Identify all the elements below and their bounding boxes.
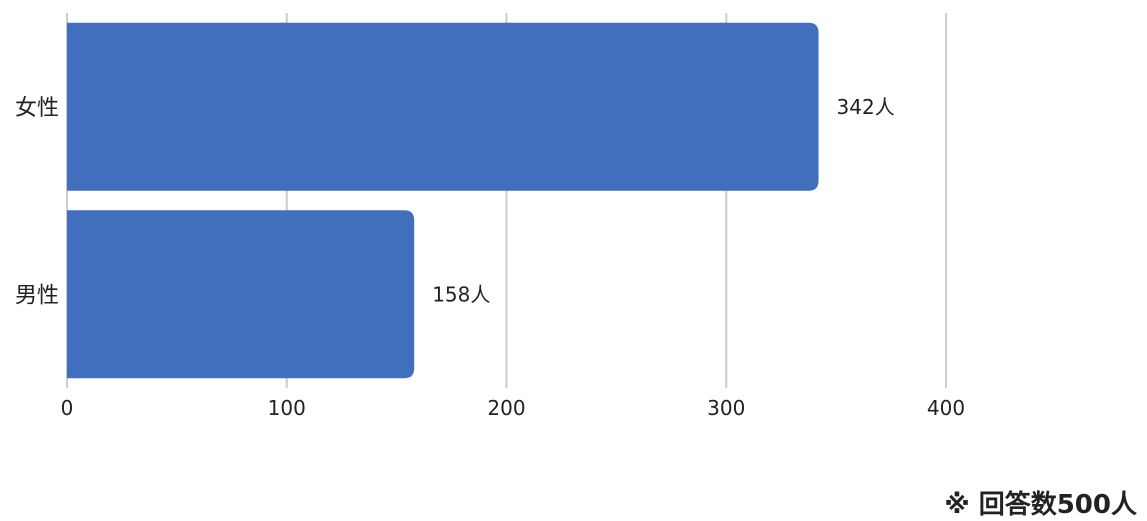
- x-tick-label-300: 300: [707, 396, 745, 420]
- bar-male: [67, 210, 415, 379]
- bar-female: [67, 22, 819, 191]
- category-label-female: 女性: [15, 96, 59, 121]
- bars: [67, 22, 819, 379]
- x-tick-label-100: 100: [268, 396, 306, 420]
- x-tick-label-0: 0: [61, 396, 74, 420]
- data-label-female: 342人: [837, 95, 895, 119]
- x-tick-label-200: 200: [487, 396, 525, 420]
- x-tick-label-400: 400: [927, 396, 965, 420]
- data-label-male: 158人: [432, 282, 490, 306]
- response-count-note: ※ 回答数500人: [944, 490, 1137, 520]
- category-label-male: 男性: [15, 283, 59, 308]
